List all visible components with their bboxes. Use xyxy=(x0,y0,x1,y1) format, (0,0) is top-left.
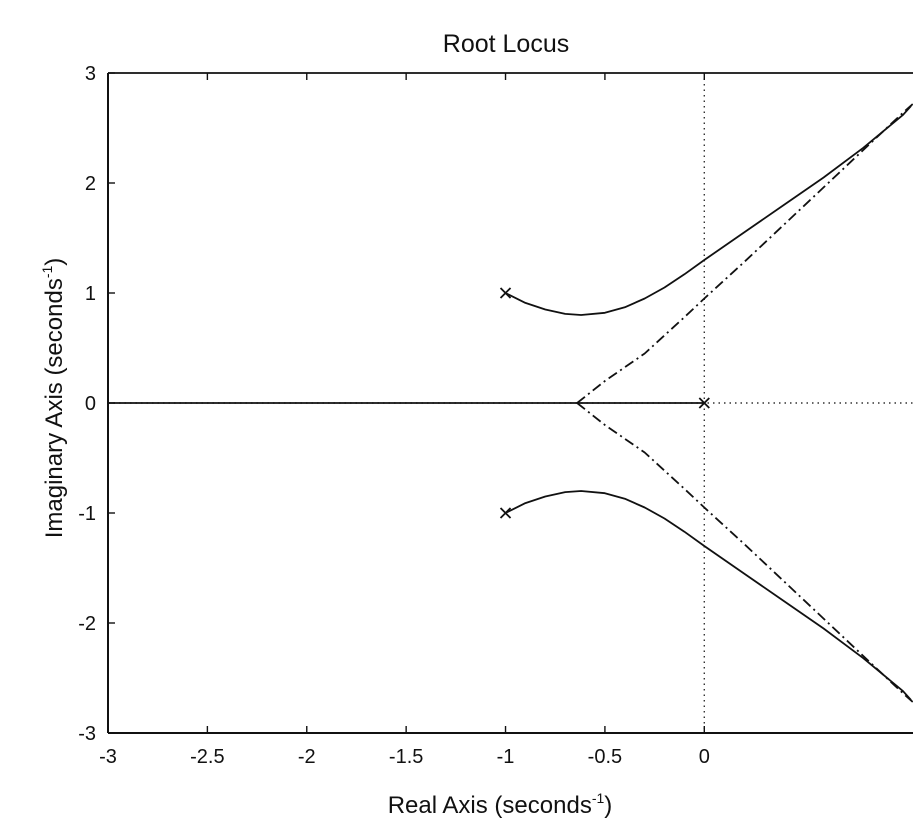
x-tick-label: -2 xyxy=(298,746,316,768)
y-tick-label: 0 xyxy=(85,393,96,415)
x-tick-label: -1.5 xyxy=(389,746,423,768)
y-axis-label-text: Imaginary Axis (seconds xyxy=(41,278,68,538)
x-axis-label-close: ) xyxy=(604,792,612,819)
plot-area: -3 -2.5 -2 -1.5 -1 -0.5 0 -3 -2 -1 0 1 2 3 xyxy=(78,63,913,768)
y-tick-label: 2 xyxy=(85,173,96,195)
y-tick-label: -2 xyxy=(78,613,96,635)
x-axis-label-superscript: -1 xyxy=(592,790,605,806)
x-tick-label: -1 xyxy=(497,746,515,768)
x-axis-label-text: Real Axis (seconds xyxy=(388,792,592,819)
chart-title: Root Locus xyxy=(443,30,569,58)
y-axis-label: Imaginary Axis (seconds-1) xyxy=(39,258,68,539)
y-tick-label: -3 xyxy=(78,723,96,745)
locus-branch-4 xyxy=(576,103,913,404)
y-tick-label: 3 xyxy=(85,63,96,85)
y-tick-label: -1 xyxy=(78,503,96,525)
x-axis-label: Real Axis (seconds-1) xyxy=(388,790,613,819)
x-tick-label: -0.5 xyxy=(588,746,622,768)
y-axis-label-superscript: -1 xyxy=(39,266,55,279)
pole-marker-1 xyxy=(499,287,512,299)
y-axis-label-close: ) xyxy=(41,258,68,266)
y-tick-label: 1 xyxy=(85,283,96,305)
pole-marker-2 xyxy=(499,507,512,519)
x-tick-label: -2.5 xyxy=(190,746,224,768)
pole-marker-3 xyxy=(698,397,710,409)
locus-branch-5 xyxy=(576,402,913,703)
locus-branch-2 xyxy=(505,490,912,701)
x-tick-label: 0 xyxy=(699,746,710,768)
x-tick-label: -3 xyxy=(99,746,117,768)
locus-branch-1 xyxy=(505,105,912,316)
